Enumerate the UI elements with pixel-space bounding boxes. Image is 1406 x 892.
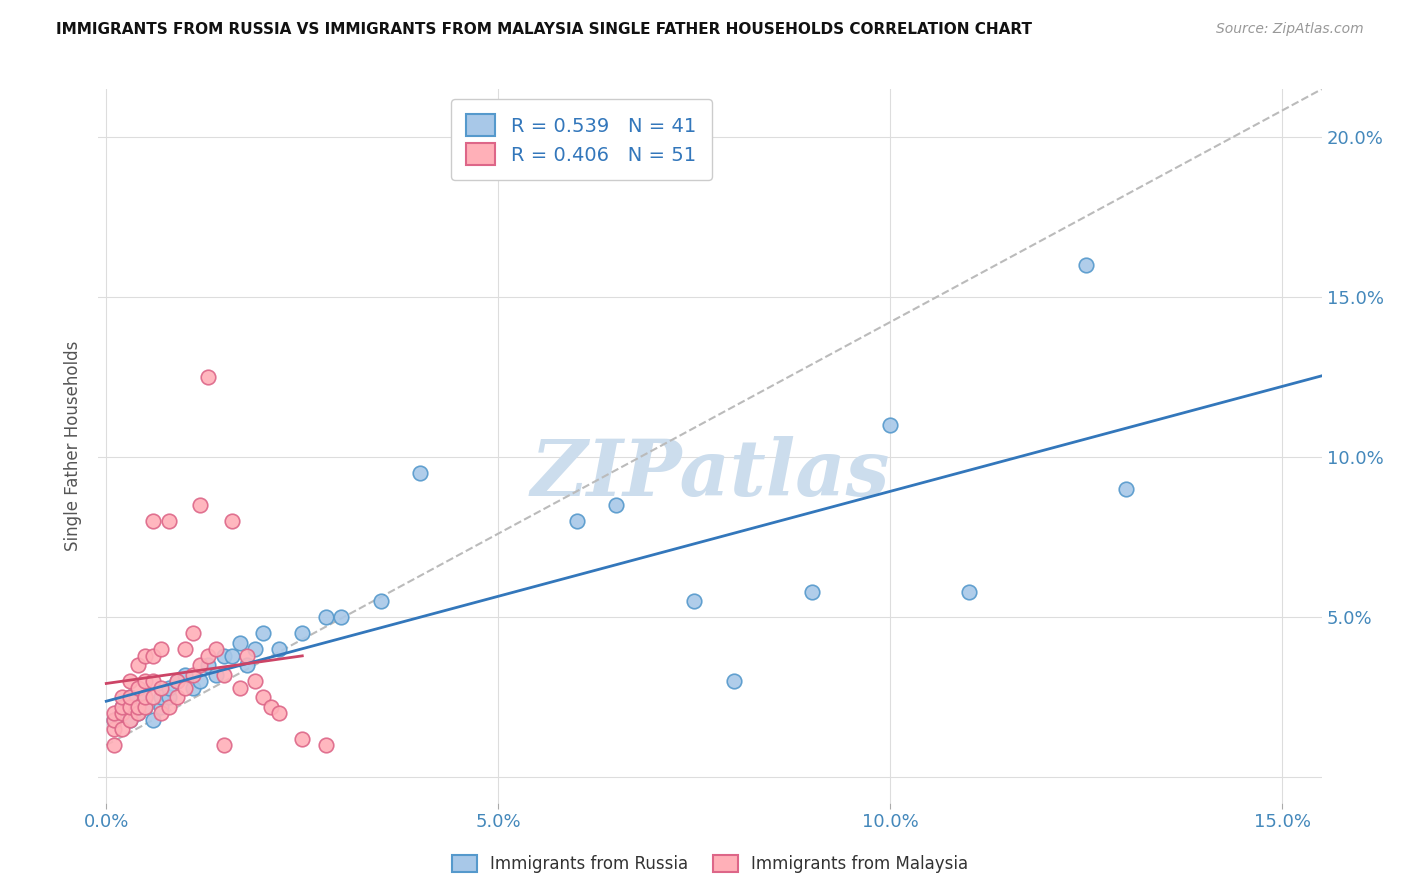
Point [260,699,283,714]
Point [157,699,180,714]
Point [683,594,706,608]
Point [127,699,149,714]
Legend: Immigrants from Russia, Immigrants from Malaysia: Immigrants from Russia, Immigrants from … [444,848,976,880]
Text: ZIPatlas: ZIPatlas [530,436,890,513]
Point [605,498,627,512]
Point [181,626,204,640]
Point [166,690,188,705]
Point [173,642,195,657]
Point [118,699,141,714]
Point [127,658,149,673]
Point [212,668,235,682]
Point [879,418,901,433]
Point [142,648,165,663]
Point [103,706,125,721]
Point [212,648,235,663]
Point [173,681,195,695]
Point [315,610,337,624]
Point [111,699,134,714]
Point [565,514,588,528]
Point [197,648,219,663]
Point [221,514,243,528]
Point [118,690,141,705]
Point [103,722,125,736]
Point [134,690,156,705]
Point [315,738,337,752]
Point [197,370,219,384]
Point [291,731,314,746]
Point [118,690,141,705]
Point [142,674,165,689]
Point [173,668,195,682]
Point [142,690,165,705]
Point [157,514,180,528]
Point [111,699,134,714]
Point [134,648,156,663]
Point [103,713,125,727]
Point [118,713,141,727]
Point [127,699,149,714]
Point [127,706,149,721]
Y-axis label: Single Father Households: Single Father Households [65,341,83,551]
Point [245,674,267,689]
Point [197,658,219,673]
Point [205,668,228,682]
Point [134,699,156,714]
Point [150,681,173,695]
Point [1076,258,1098,272]
Point [252,626,274,640]
Point [166,674,188,689]
Point [236,658,259,673]
Point [103,738,125,752]
Point [221,648,243,663]
Point [267,706,290,721]
Point [181,681,204,695]
Point [291,626,314,640]
Point [127,681,149,695]
Point [228,636,250,650]
Point [134,690,156,705]
Point [166,674,188,689]
Point [150,706,173,721]
Point [111,706,134,721]
Point [330,610,353,624]
Point [188,674,212,689]
Point [957,584,980,599]
Point [103,713,125,727]
Point [236,648,259,663]
Text: Source: ZipAtlas.com: Source: ZipAtlas.com [1216,22,1364,37]
Point [111,706,134,721]
Point [150,642,173,657]
Point [723,674,745,689]
Point [150,690,173,705]
Point [181,668,204,682]
Point [111,690,134,705]
Text: IMMIGRANTS FROM RUSSIA VS IMMIGRANTS FROM MALAYSIA SINGLE FATHER HOUSEHOLDS CORR: IMMIGRANTS FROM RUSSIA VS IMMIGRANTS FRO… [56,22,1032,37]
Point [142,713,165,727]
Point [212,738,235,752]
Point [142,514,165,528]
Point [245,642,267,657]
Point [134,674,156,689]
Point [252,690,274,705]
Point [370,594,392,608]
Point [127,706,149,721]
Point [134,699,156,714]
Point [188,658,212,673]
Point [111,722,134,736]
Point [1115,482,1137,496]
Point [228,681,250,695]
Point [118,713,141,727]
Point [188,498,212,512]
Point [157,681,180,695]
Point [267,642,290,657]
Point [205,642,228,657]
Point [801,584,824,599]
Point [150,699,173,714]
Point [157,690,180,705]
Point [118,674,141,689]
Point [409,466,432,480]
